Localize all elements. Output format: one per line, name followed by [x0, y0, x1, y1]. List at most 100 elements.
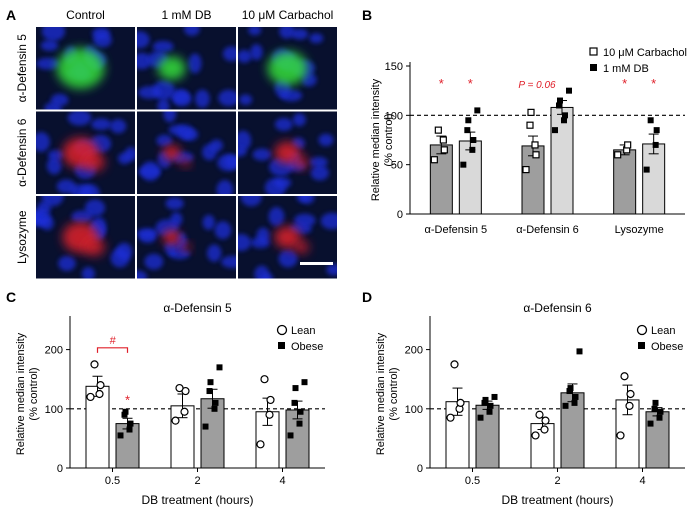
nucleus-blob [256, 227, 270, 243]
chart-b-data-point [522, 166, 530, 174]
chart-b-data-point [614, 151, 622, 159]
chart-b-data-point [652, 141, 659, 148]
nucleus-blob [326, 263, 337, 276]
chart-c-data-point [175, 383, 184, 393]
chart-b-data-point [531, 141, 539, 149]
nucleus-blob [93, 32, 112, 48]
chart-d-data-point [486, 408, 493, 415]
chart-b-data-point [527, 108, 535, 116]
chart-b-data-point [556, 102, 562, 109]
chart-b-bar [429, 144, 453, 215]
chart-c-category-label: 2 [194, 475, 200, 487]
nucleus-blob [183, 27, 200, 36]
chart-b-data-point [469, 146, 476, 153]
chart-c-y-axis-label-line: Relative median intensity [15, 332, 27, 455]
chart-b-significance-marker: * [468, 76, 473, 91]
nucleus-blob [137, 52, 152, 70]
nucleus-blob [216, 179, 234, 194]
chart-d-data-point [616, 431, 625, 440]
chart-c-data-point [216, 364, 223, 371]
chart-d-data-point [576, 348, 583, 355]
chart-b-data-point [561, 117, 567, 124]
chart-d-data-point [535, 410, 544, 419]
chart-c-data-point [122, 408, 129, 415]
chart-b-data-point [464, 127, 471, 134]
micrograph-cell [137, 111, 236, 194]
nucleus-blob [36, 57, 60, 70]
chart-c-data-point [117, 432, 124, 439]
chart-d-y-axis-label: Relative median intensity(% control) [375, 332, 400, 455]
chart-b-data-point [552, 127, 558, 134]
chart-c-data-point [265, 410, 274, 419]
chart-b-significance-marker: P = 0.06 [518, 80, 556, 91]
chart-c-significance-marker: # [109, 335, 116, 347]
nucleus-blob [202, 214, 215, 230]
chart-b-data-point [526, 121, 534, 129]
chart-d-data-point [647, 420, 654, 427]
nucleus-blob [50, 93, 69, 107]
chart-c-title: α-Defensin 5 [163, 301, 232, 315]
chart-b-y-tick-label: 150 [385, 61, 403, 73]
chart-c-letter: C [6, 289, 16, 305]
nucleus-blob [37, 201, 51, 215]
chart-d-data-point [562, 402, 569, 409]
chart-b-category-label: Lysozyme [615, 224, 664, 236]
chart-b-legend-marker [589, 47, 598, 56]
stain-signal [162, 145, 181, 161]
chart-b-legend-marker [590, 64, 597, 71]
chart-b-legend-label: 10 μM Carbachol [603, 47, 687, 59]
chart-d-data-point [567, 385, 574, 392]
nucleus-blob [157, 99, 170, 110]
chart-d-data-point [620, 372, 629, 381]
chart-b-bar [613, 149, 637, 215]
chart-b-data-point [566, 87, 572, 94]
chart-c-data-point [297, 408, 304, 415]
chart-d-letter: D [362, 289, 372, 305]
chart-b-legend-label: 1 mM DB [603, 63, 649, 75]
nucleus-blob [172, 91, 192, 107]
chart-b-bar [642, 143, 666, 215]
chart-d-data-point [626, 389, 635, 399]
nucleus-blob [214, 221, 232, 240]
nucleus-blob [309, 156, 328, 168]
chart-b-y-tick-label: 100 [385, 110, 403, 122]
chart-b-bar [550, 106, 574, 215]
micrograph-cell [137, 27, 236, 110]
nucleus-blob [279, 27, 295, 39]
nucleus-blob [118, 152, 132, 165]
chart-d-category-label: 0.5 [465, 475, 480, 487]
chart-d-data-point [487, 402, 494, 409]
chart-d-x-axis-label: DB treatment (hours) [501, 493, 613, 507]
chart-d-data-point [541, 416, 550, 425]
chart-b-y-axis-label-line: (% control) [383, 113, 395, 166]
stain-signal [293, 156, 310, 170]
scale-bar [300, 262, 333, 265]
nucleus-blob [156, 134, 173, 147]
chart-b-y-tick-label: 50 [391, 160, 403, 172]
stain-signal [157, 56, 186, 81]
nucleus-blob [138, 86, 161, 99]
chart-c-data-point [211, 405, 218, 412]
nucleus-blob [110, 119, 127, 134]
nucleus-blob [318, 133, 334, 147]
chart-c-significance-bracket [96, 347, 129, 353]
chart-d-title: α-Defensin 6 [523, 301, 592, 315]
nucleus-blob [209, 139, 223, 152]
chart-c-data-point [301, 379, 308, 386]
chart-d-data-point [657, 408, 664, 415]
chart-d-data-point [656, 414, 663, 421]
chart-c-data-point [206, 388, 213, 395]
nucleus-blob [71, 210, 93, 224]
chart-c-y-axis-label: Relative median intensity(% control) [15, 332, 40, 455]
column-header: Control [66, 8, 105, 22]
stain-signal [83, 153, 106, 172]
chart-d-y-tick-label: 100 [405, 404, 423, 416]
nucleus-blob [320, 212, 337, 230]
chart-d-y-axis-label-line: Relative median intensity [375, 332, 387, 455]
column-header: 1 mM DB [161, 8, 211, 22]
chart-c-legend-marker [278, 342, 285, 349]
chart-d-data-point [456, 398, 465, 407]
micrograph-cell [36, 111, 135, 194]
